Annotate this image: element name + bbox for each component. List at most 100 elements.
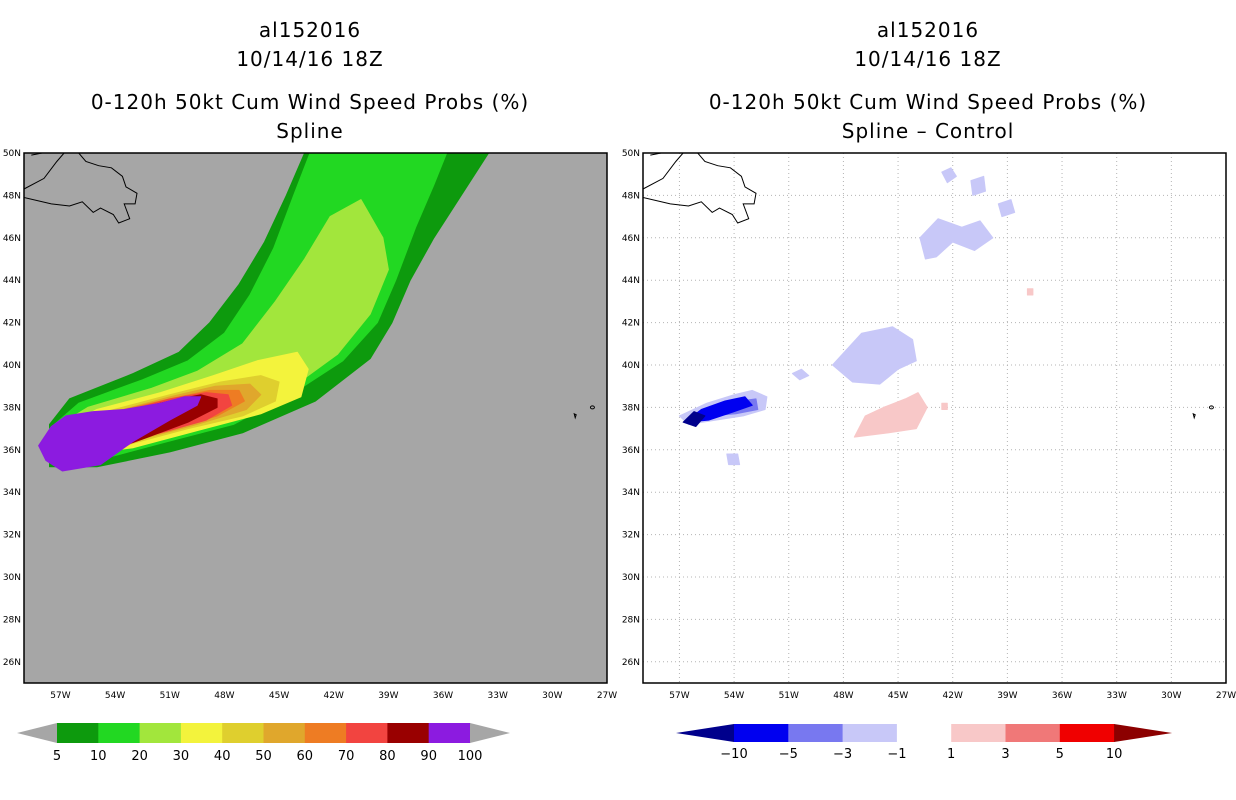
right-colorbar-arrow-low	[676, 724, 734, 742]
left-lat-tick-26N: 26N	[3, 658, 21, 668]
right-lat-tick-28N: 28N	[622, 615, 640, 625]
right-coastline-1	[643, 153, 757, 224]
right-colorbar-label--1: −1	[887, 747, 906, 762]
right-lat-tick-46N: 46N	[622, 234, 640, 244]
left-colorbar-cell-0	[57, 723, 99, 743]
left-chart-title: 0-120h 50kt Cum Wind Speed Probs (%)	[90, 90, 530, 114]
left-colorbar-cell-3	[180, 723, 223, 743]
left-lon-tick-45W: 45W	[269, 691, 289, 701]
left-colorbar-label-10: 10	[90, 749, 107, 764]
right-lon-tick-36W: 36W	[1052, 691, 1072, 701]
left-lat-tick-50N: 50N	[3, 149, 21, 159]
left-lon-tick-57W: 57W	[50, 691, 70, 701]
right-lon-tick-48W: 48W	[833, 691, 853, 701]
left-coastline-1	[24, 153, 138, 224]
right-lat-tick-36N: 36N	[622, 446, 640, 456]
left-datetime: 10/14/16 18Z	[236, 47, 384, 71]
right-lat-tick-32N: 32N	[622, 531, 640, 541]
left-lon-tick-54W: 54W	[105, 691, 125, 701]
left-storm-id: al152016	[258, 18, 362, 42]
left-lon-tick-33W: 33W	[488, 691, 508, 701]
left-colorbar-arrow-high	[470, 723, 510, 743]
right-lat-tick-40N: 40N	[622, 361, 640, 371]
left-lat-tick-46N: 46N	[3, 234, 21, 244]
right-lat-tick-48N: 48N	[622, 191, 640, 201]
right-colorbar-label-5: 5	[1056, 747, 1064, 762]
left-lat-tick-36N: 36N	[3, 446, 21, 456]
right-colorbar-cell-4	[896, 724, 952, 742]
right-contour--1-6	[941, 167, 957, 184]
right-colorbar-label--5: −5	[779, 747, 798, 762]
left-contour-90-9	[38, 396, 202, 472]
right-contour--1-5	[970, 175, 986, 196]
left-lat-tick-30N: 30N	[3, 573, 21, 583]
right-lon-tick-54W: 54W	[724, 691, 744, 701]
left-colorbar-label-30: 30	[173, 749, 190, 764]
left-lat-tick-42N: 42N	[3, 319, 21, 329]
right-chart-subtitle: Spline – Control	[841, 119, 1015, 143]
left-colorbar-label-100: 100	[458, 749, 483, 764]
right-colorbar-label--10: −10	[720, 747, 747, 762]
right-azores-island-1	[1192, 412, 1196, 420]
right-map: 57W 54W 51W 48W 45W 42W 39W 36W 33W 30W 27W 26N 28N 3…	[622, 149, 1236, 701]
left-chart-subtitle: Spline	[276, 119, 344, 143]
right-colorbar-label-10: 10	[1106, 747, 1123, 762]
right-lon-tick-42W: 42W	[943, 691, 963, 701]
right-datetime: 10/14/16 18Z	[854, 47, 1002, 71]
left-azores-island-2	[589, 405, 595, 410]
right-contour-1-11	[853, 392, 928, 438]
right-storm-id: al152016	[876, 18, 980, 42]
left-colorbar-label-70: 70	[338, 749, 355, 764]
right-contours	[643, 153, 1226, 683]
right-lon-tick-45W: 45W	[888, 691, 908, 701]
left-lon-tick-42W: 42W	[324, 691, 344, 701]
left-colorbar-cell-4	[222, 723, 264, 743]
right-colorbar-cell-3	[842, 724, 898, 742]
right-lon-tick-30W: 30W	[1161, 691, 1181, 701]
left-lat-tick-48N: 48N	[3, 191, 21, 201]
left-lat-tick-32N: 32N	[3, 531, 21, 541]
right-colorbar-cell-5	[951, 724, 1006, 742]
left-contours	[24, 153, 595, 472]
right-contour--1-4	[919, 218, 994, 260]
right-colorbar-cell-7	[1059, 724, 1115, 742]
right-colorbar-label-3: 3	[1001, 747, 1009, 762]
left-colorbar-label-20: 20	[131, 749, 148, 764]
right-colorbar-cell-1	[734, 724, 789, 742]
left-colorbar-cell-6	[304, 723, 347, 743]
left-lon-tick-27W: 27W	[597, 691, 617, 701]
left-colorbar-label-60: 60	[297, 749, 314, 764]
left-map-frame	[23, 152, 608, 684]
left-lon-tick-30W: 30W	[542, 691, 562, 701]
left-lon-tick-51W: 51W	[160, 691, 180, 701]
right-colorbar-cell-2	[788, 724, 844, 742]
right-colorbar-label-1: 1	[947, 747, 955, 762]
left-colorbar-cell-9	[428, 723, 471, 743]
right-lat-tick-34N: 34N	[622, 488, 640, 498]
right-contour--1-1	[832, 326, 917, 385]
right-lon-tick-27W: 27W	[1216, 691, 1236, 701]
left-colorbar-label-90: 90	[420, 749, 437, 764]
right-lon-tick-51W: 51W	[779, 691, 799, 701]
right-colorbar-cell-6	[1005, 724, 1061, 742]
left-lon-tick-39W: 39W	[378, 691, 398, 701]
left-coastline-0	[24, 153, 65, 190]
left-lon-tick-48W: 48W	[214, 691, 234, 701]
right-lat-tick-38N: 38N	[622, 403, 640, 413]
right-lat-tick-50N: 50N	[622, 149, 640, 159]
left-title-block: al152016 10/14/16 18Z 0-120h 50kt Cum Wi…	[10, 16, 610, 146]
right-lon-tick-33W: 33W	[1107, 691, 1127, 701]
right-colorbar-label--3: −3	[833, 747, 852, 762]
left-colorbar-cell-1	[98, 723, 141, 743]
left-map: 57W 54W 51W 48W 45W 42W 39W 36W 33W 30W 27W 26N 28N 3…	[3, 149, 617, 701]
left-colorbar-label-5: 5	[53, 749, 61, 764]
left-colorbar-cell-8	[387, 723, 430, 743]
right-contour--1-2	[791, 368, 810, 381]
left-colorbar-arrow-low	[17, 723, 57, 743]
left-colorbar-cell-5	[263, 723, 306, 743]
left-azores-island-1	[573, 412, 577, 420]
left-lat-tick-44N: 44N	[3, 276, 21, 286]
right-lat-tick-30N: 30N	[622, 573, 640, 583]
right-title-block: al152016 10/14/16 18Z 0-120h 50kt Cum Wi…	[628, 16, 1228, 146]
